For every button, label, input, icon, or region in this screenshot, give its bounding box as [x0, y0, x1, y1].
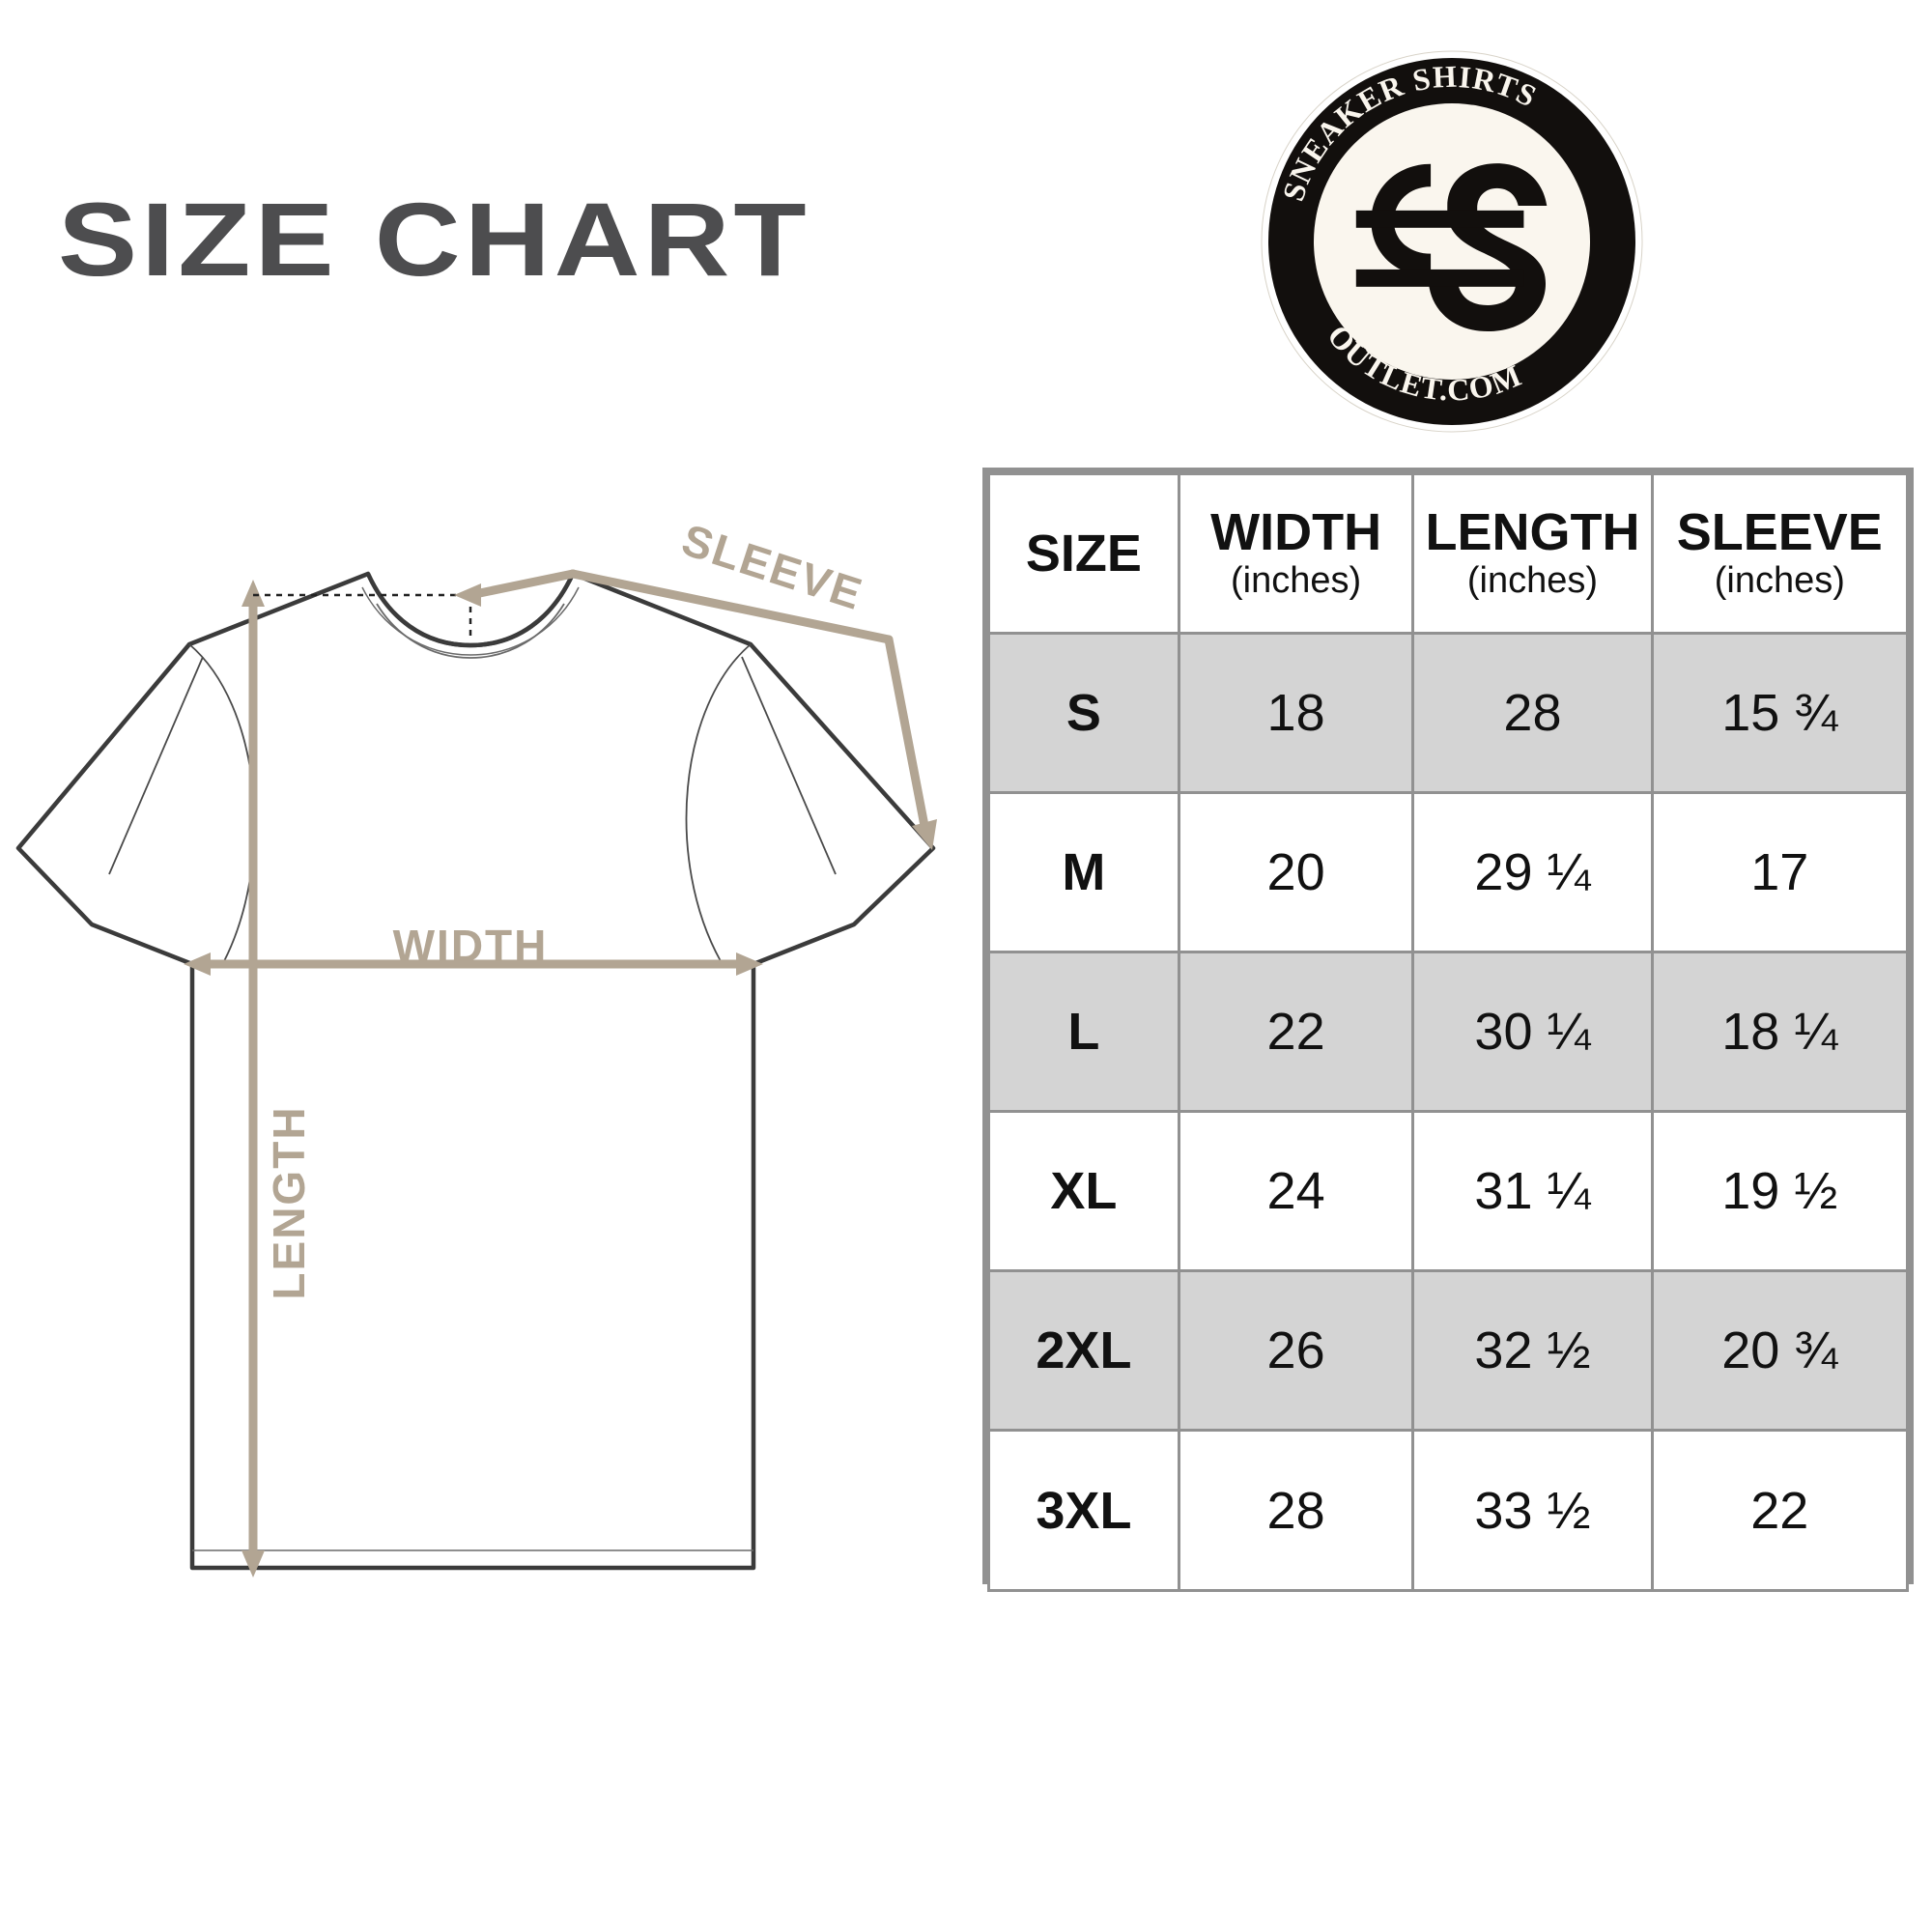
svg-text:LENGTH: LENGTH: [264, 1105, 314, 1299]
svg-text:WIDTH: WIDTH: [393, 921, 549, 971]
